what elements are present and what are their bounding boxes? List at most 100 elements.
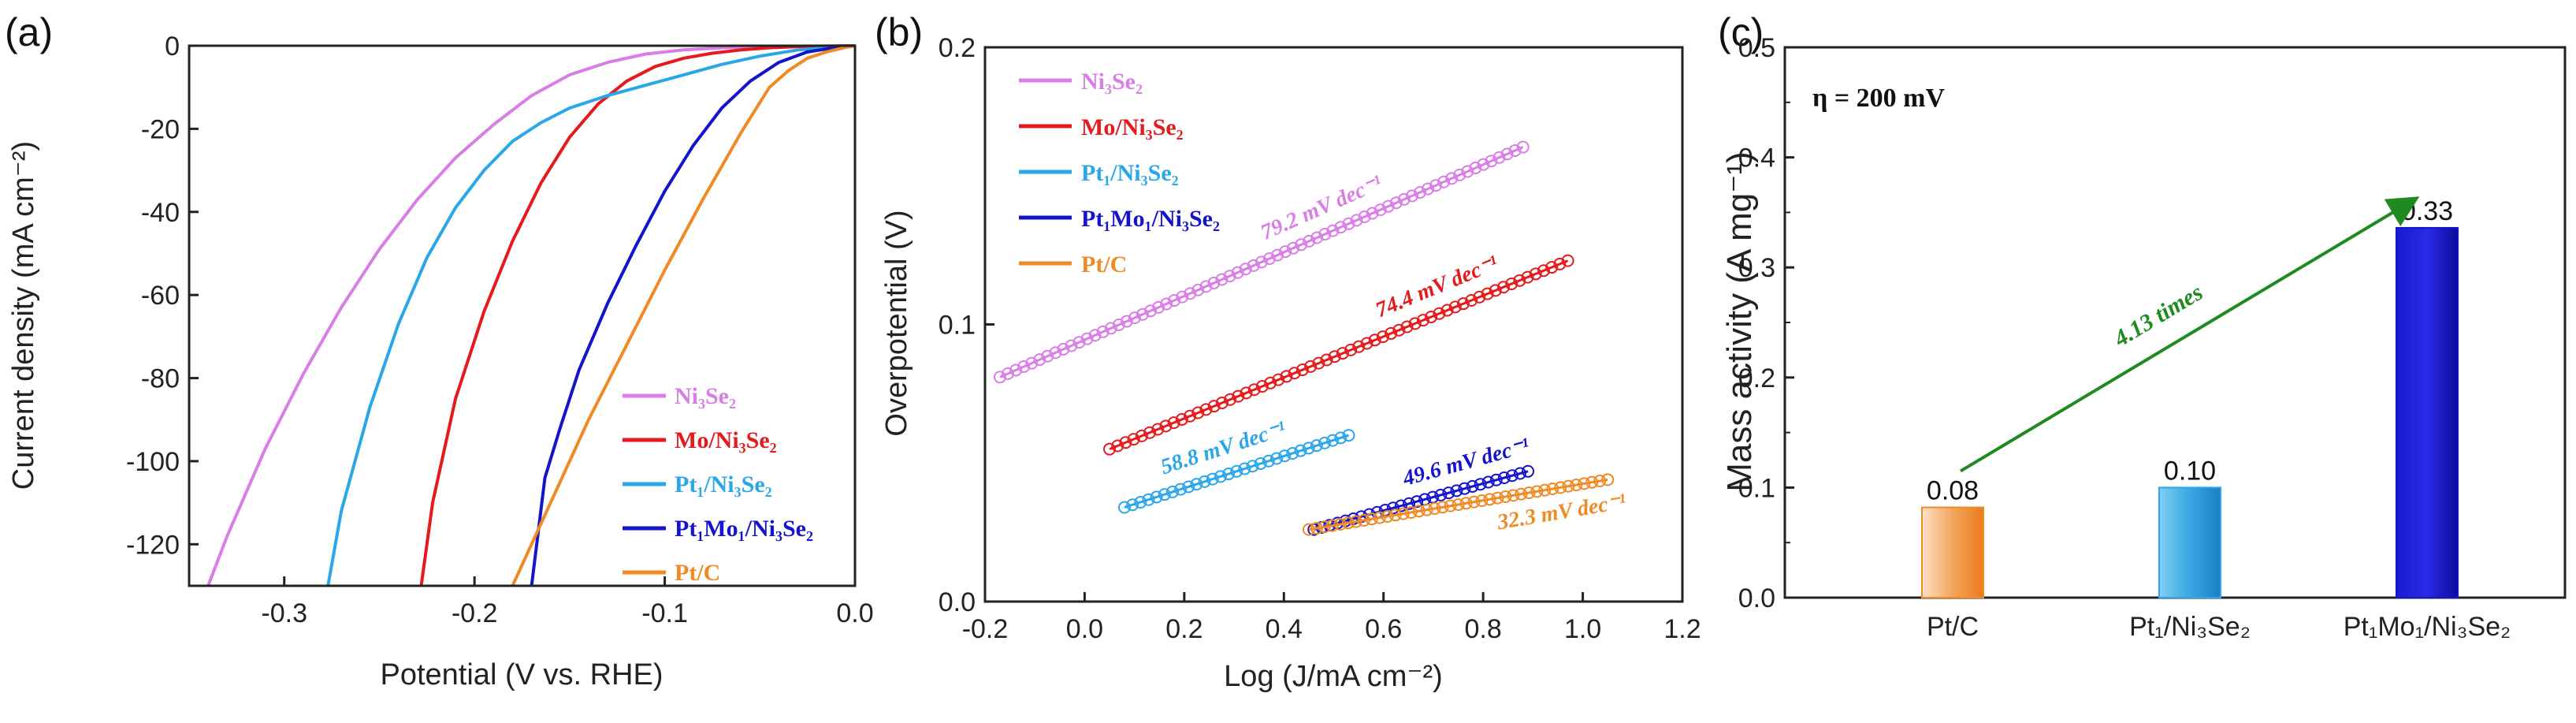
data-point [1310,231,1324,244]
data-point [1400,320,1414,334]
data-point [1554,481,1567,494]
data-point [1373,511,1386,524]
data-point [1286,446,1299,460]
data-point [1264,376,1277,389]
x-tick-label: 0.2 [1165,614,1203,644]
data-point [1601,473,1615,486]
data-point [1529,267,1542,281]
data-point [1593,475,1607,488]
data-point [1397,192,1411,206]
x-tick-label: 1.0 [1564,614,1601,644]
data-point [1381,509,1394,523]
data-point [1184,287,1197,300]
panel-a-ylabel: Current density (mA cm⁻²) [7,141,40,490]
panel-b-label: (b) [875,10,923,54]
data-point [1287,241,1300,255]
data-point [1262,252,1276,265]
data-point [1404,505,1418,519]
data-point [1215,396,1229,409]
data-point [1167,416,1180,430]
x-tick-label: -0.2 [452,598,498,628]
data-point [1513,274,1526,287]
data-point [1522,464,1535,478]
data-point [1017,360,1031,374]
y-tick-label: 0.1 [939,311,976,341]
data-point [1342,429,1355,442]
data-point [1553,257,1567,270]
data-point [1128,311,1141,325]
data-point [1388,509,1402,522]
data-point [1452,498,1465,511]
data-point [1002,367,1015,380]
data-point [1492,151,1506,164]
data-point [1134,495,1147,509]
data-point [1254,457,1267,471]
data-point [1456,297,1470,311]
data-point [1294,444,1307,457]
data-point [1342,217,1355,230]
data-point [1483,493,1496,506]
data-point [1199,280,1213,293]
bar-pt1mo1-ni3se2 [2396,226,2459,598]
y-tick-label: 0.3 [1738,253,1775,283]
data-point [1191,283,1205,296]
data-point [1477,158,1490,171]
x-tick-label: 0.8 [1465,614,1502,644]
data-point [1458,482,1471,495]
data-point [1521,270,1534,284]
x-tick-label: 0.4 [1266,614,1303,644]
data-point [1467,495,1481,509]
data-point [1325,519,1339,532]
legend-label: Pt₁Mo₁/Ni₃Se₂ [675,516,813,542]
data-point [1247,383,1261,397]
data-point [1198,475,1211,488]
data-point [1318,520,1331,534]
data-point [1302,442,1315,455]
series-line-pt1-ni3se2 [326,44,856,587]
category-label: Pt₁Mo₁/Ni₃Se₂ [2344,612,2511,642]
data-point [1165,485,1179,498]
bar-value-label: 0.33 [2401,196,2453,226]
data-point [1474,478,1487,491]
data-point [1416,314,1429,327]
y-tick-label: -120 [126,530,180,560]
x-tick-label: -0.3 [261,598,307,628]
data-point [1270,452,1284,465]
data-point [1118,501,1131,514]
data-point [1065,339,1078,352]
panel-a: (a) -0.3 -0.2 -0.1 0.0 0 -20 -40 -60 -80 -100 -120… [5,10,874,691]
panel-a-frame [188,44,857,587]
y-tick-label: -40 [141,198,180,228]
data-point [1444,499,1457,512]
data-point [1522,486,1536,499]
series-line-mo-ni3se2 [419,44,856,587]
panel-c-ylabel: Mass activity (A mg⁻¹) [1720,151,1759,492]
legend-label: Mo/Ni₃Se₂ [675,427,777,453]
data-point [1357,513,1370,527]
data-point [1214,470,1227,483]
data-point [1126,498,1139,512]
data-point [1240,386,1253,400]
data-point [1120,315,1133,328]
data-point [1408,317,1422,330]
data-point [1465,293,1478,307]
data-point [1505,278,1518,291]
tafel-slope-label: 74.4 mV dec⁻¹ [1372,251,1501,322]
data-point [1507,489,1520,502]
legend-label: Ni₃Se₂ [1081,69,1143,95]
data-point [1508,143,1522,157]
data-point [1450,484,1463,498]
data-point [1396,507,1410,520]
data-point [1246,460,1259,473]
data-point [1328,350,1341,363]
data-point [1562,479,1575,493]
data-point [1255,255,1268,269]
data-point [1489,473,1503,486]
data-point [1381,199,1395,213]
y-tick-label: 0.5 [1738,33,1775,63]
x-tick-label: 0.0 [836,598,873,628]
data-point [1152,300,1165,314]
data-point [1270,248,1284,262]
data-point [1135,429,1148,442]
